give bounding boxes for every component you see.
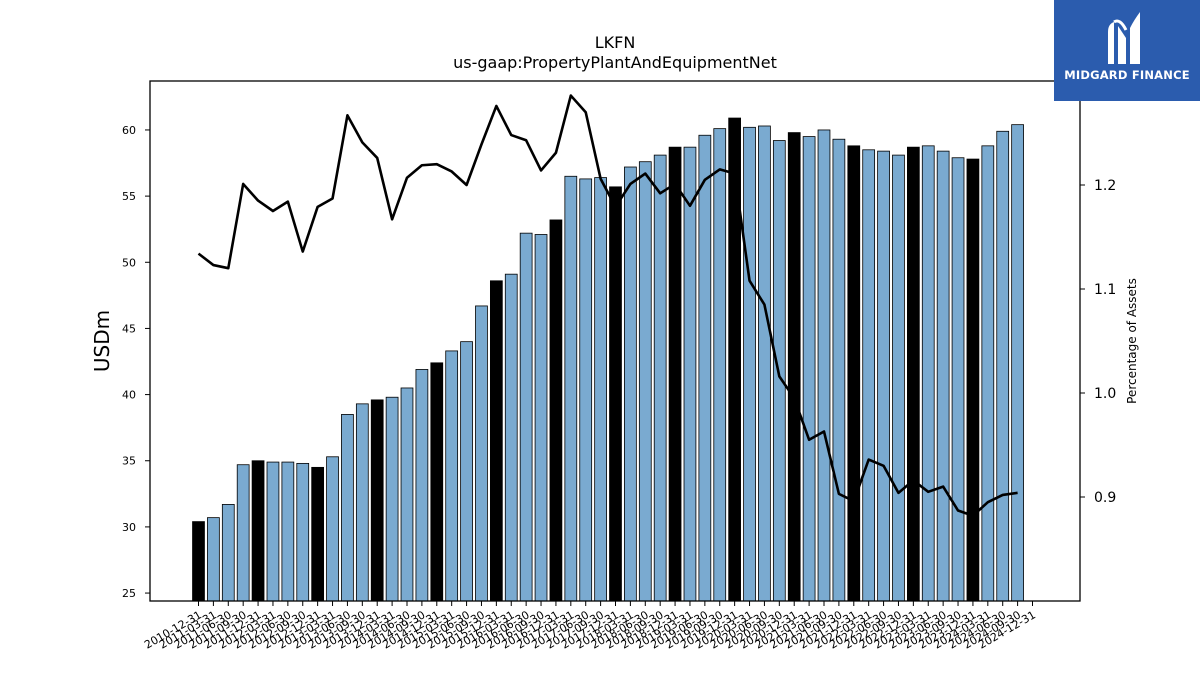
y-tick-label: 30: [122, 521, 136, 534]
y-tick-label: 50: [122, 256, 136, 269]
y-tick-label: 60: [122, 124, 136, 137]
bar-2023-03-31: [921, 145, 935, 602]
bar-2015-09-30: [475, 305, 488, 602]
y-right-tick-label: 1.0: [1094, 386, 1116, 402]
bar-2018-06-30: [638, 161, 652, 602]
bar-2020-06-30: [758, 125, 771, 602]
bar-2021-12-31: [847, 145, 861, 602]
bar-2017-09-30: [594, 177, 607, 602]
bar-2014-03-31: [385, 396, 399, 602]
bar-2013-03-31: [326, 456, 339, 602]
bar-2022-09-30: [892, 154, 905, 602]
bar-2012-03-31: [266, 461, 280, 602]
bar-2016-12-31: [549, 219, 563, 602]
chart-title: LKFN: [595, 33, 636, 52]
bar-2024-09-30: [1011, 124, 1024, 602]
bar-2017-03-31: [564, 175, 578, 602]
bar-2017-06-30: [579, 178, 593, 602]
bar-2021-06-30: [817, 129, 831, 602]
bar-2019-12-31: [728, 117, 742, 602]
bar-2019-03-31: [683, 146, 697, 602]
bar-2018-09-30: [653, 154, 667, 602]
bar-2022-06-30: [877, 150, 890, 602]
y-right-tick-label: 0.9: [1094, 490, 1116, 506]
y-axis-label: USDm: [90, 310, 114, 372]
bar-2017-12-31: [609, 186, 622, 602]
bar-2023-06-30: [936, 150, 950, 602]
y-tick-label: 40: [122, 389, 136, 402]
bar-2016-06-30: [519, 232, 533, 602]
bar-2015-06-30: [460, 341, 473, 602]
bar-2015-12-31: [489, 280, 503, 602]
bar-2022-03-31: [862, 149, 876, 602]
bar-2013-06-30: [341, 414, 354, 602]
y-tick-label: 55: [122, 190, 136, 203]
bar-2012-12-31: [311, 466, 325, 602]
bar-2024-06-30: [996, 130, 1010, 602]
bar-2020-03-31: [743, 126, 756, 602]
bar-2014-09-30: [415, 369, 429, 602]
brand-logo: MIDGARD FINANCE: [1054, 0, 1200, 101]
bar-2012-09-30: [296, 462, 310, 602]
bar-2021-03-31: [802, 136, 816, 602]
bar-2018-03-31: [624, 166, 637, 602]
logo-text: MIDGARD FINANCE: [1064, 68, 1190, 82]
series-line: [197, 94, 1018, 518]
bar-2011-12-31: [251, 460, 265, 602]
bar-2024-03-31: [981, 145, 995, 602]
bar-2016-03-31: [504, 273, 518, 602]
y-right-tick-label: 1.1: [1094, 282, 1116, 298]
bar-2013-09-30: [355, 403, 369, 602]
bar-2023-12-31: [966, 158, 980, 602]
bar-2022-12-31: [907, 146, 920, 602]
y-tick-label: 25: [122, 587, 136, 600]
bar-2019-06-30: [698, 134, 712, 602]
bar-2011-03-31: [207, 517, 220, 602]
bar-2014-12-31: [430, 362, 444, 602]
y-tick-label: 35: [122, 455, 136, 468]
bar-2016-09-30: [534, 234, 548, 602]
bar-2012-06-30: [281, 461, 295, 602]
bar-2010-12-31: [192, 521, 205, 602]
bar-2020-12-31: [787, 132, 801, 602]
bar-2014-06-30: [400, 387, 414, 602]
chart-subtitle: us-gaap:PropertyPlantAndEquipmentNet: [453, 53, 777, 72]
bar-2011-09-30: [236, 464, 250, 602]
logo-mark-icon: [1108, 12, 1140, 64]
bar-2011-06-30: [221, 504, 235, 602]
y-right-tick-label: 1.2: [1094, 178, 1116, 194]
bar-2013-12-31: [370, 399, 384, 602]
bar-2023-09-30: [951, 157, 965, 602]
y-tick-label: 45: [122, 322, 136, 335]
bar-2021-09-30: [832, 138, 846, 602]
y-axis-right-label: Percentage of Assets: [1125, 278, 1139, 404]
bar-2018-12-31: [668, 146, 682, 602]
bar-2019-09-30: [713, 128, 727, 602]
bar-2015-03-31: [445, 350, 459, 602]
